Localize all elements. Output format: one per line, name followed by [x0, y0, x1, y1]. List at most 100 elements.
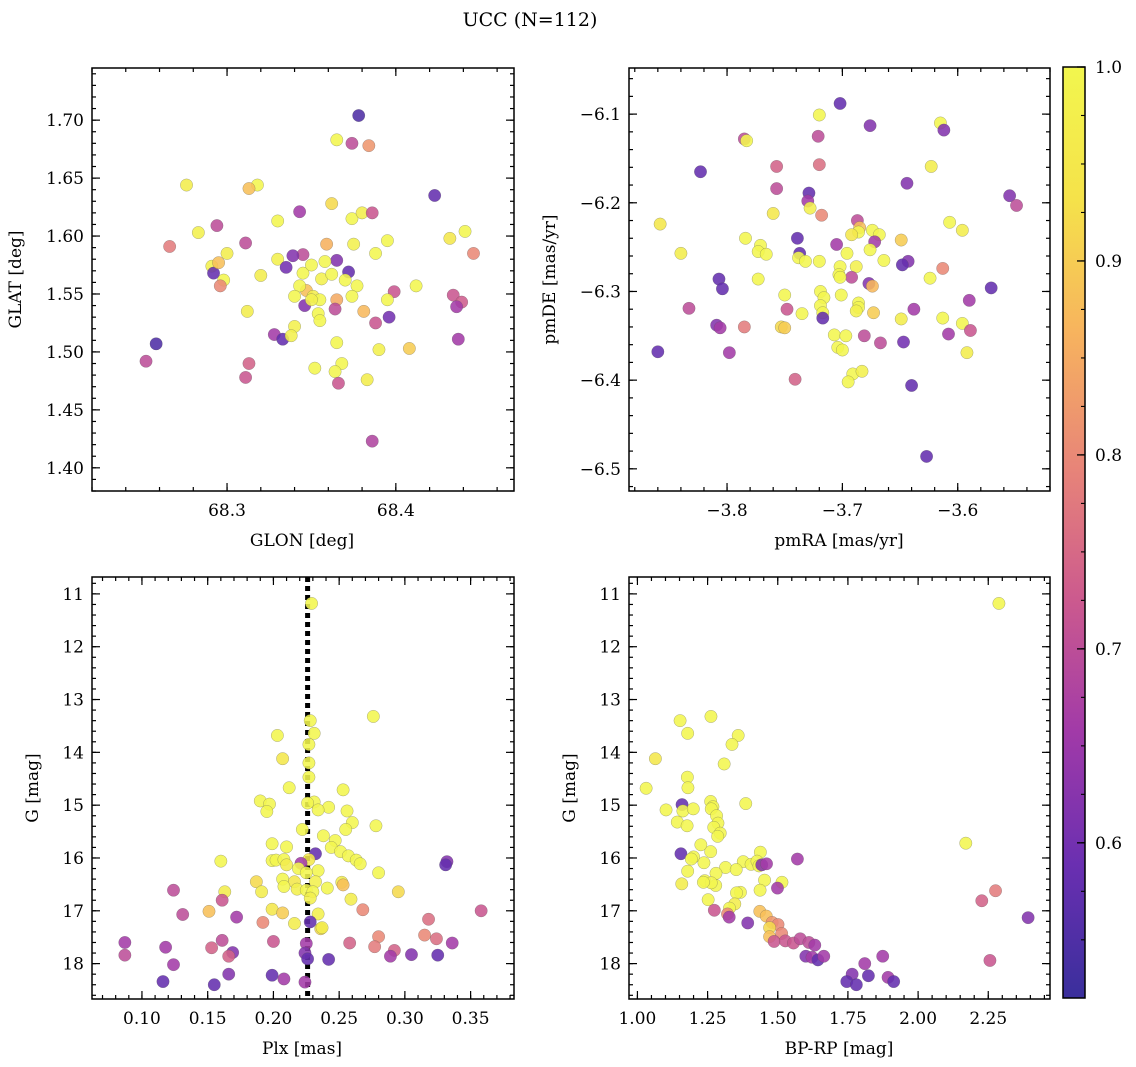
scatter-point: [849, 260, 863, 274]
x-tick-label: 1.50: [759, 1009, 797, 1029]
y-tick-label: 1.50: [46, 343, 84, 363]
y-tick-label: 1.60: [46, 227, 84, 247]
scatter-point: [239, 236, 253, 250]
scatter-point: [316, 829, 330, 843]
x-tick-label: 0.30: [386, 1009, 424, 1029]
y-tick-label: 18: [599, 955, 621, 975]
scatter-point: [639, 781, 653, 795]
scatter-point: [675, 877, 689, 891]
scatter-point: [682, 301, 696, 315]
scatter-point: [418, 928, 432, 942]
scatter-point: [345, 212, 359, 226]
scatter-point: [905, 379, 918, 392]
scatter-point: [372, 866, 385, 880]
proper-motion-scatter-plot: −3.8 −3.7 −3.6 −6.5 −6.4 −6.3 −6.2 −6.1 pmRA [ma…: [540, 67, 1051, 551]
y-tick-label: 17: [62, 902, 84, 922]
scatter-point: [474, 904, 488, 918]
scatter-point: [213, 279, 227, 293]
y-tick-label: −6.2: [580, 194, 621, 214]
scatter-point: [771, 881, 784, 895]
scatter-point: [366, 710, 380, 723]
scatter-point: [686, 802, 700, 816]
scatter-point: [830, 238, 844, 251]
scatter-point: [816, 311, 830, 325]
y-tick-label: 1.65: [46, 169, 84, 189]
scatter-point: [877, 254, 891, 267]
scatter-point: [751, 272, 765, 286]
scatter-point: [791, 231, 804, 245]
scatter-point: [322, 800, 336, 814]
scatter-point: [942, 327, 955, 341]
scatter-point: [681, 781, 695, 795]
scatter-point: [849, 304, 863, 318]
scatter-point: [894, 233, 908, 247]
scatter-point: [428, 189, 442, 202]
y-tick-label: 14: [62, 743, 84, 763]
scatter-point: [240, 304, 254, 318]
position-scatter-plot: 68.3 68.4 1.40 1.45 1.50 1.55 1.60 1.65 1.70 GLON…: [6, 67, 515, 551]
scatter-point: [311, 864, 325, 878]
scatter-point: [741, 916, 755, 930]
y-tick-label: 1.45: [46, 401, 84, 421]
y-tick-label: 17: [599, 902, 621, 922]
scatter-point: [975, 894, 989, 908]
y-tick-label: 1.40: [46, 459, 84, 479]
scatter-point: [339, 823, 353, 836]
scatter-point: [365, 206, 379, 220]
x-axis-label: Plx [mas]: [262, 1039, 342, 1059]
scatter-point: [311, 907, 325, 921]
scatter-point: [365, 434, 379, 448]
scatter-point: [894, 312, 908, 326]
scatter-point: [900, 176, 914, 190]
x-axis-label: GLON [deg]: [250, 531, 354, 551]
scatter-point: [328, 365, 342, 379]
x-tick-label: 68.4: [377, 501, 415, 521]
data-points: [639, 597, 1035, 992]
x-tick-label: −3.8: [706, 501, 747, 521]
scatter-point: [350, 279, 364, 293]
y-tick-label: 14: [599, 743, 621, 763]
y-axis-label: G [mag]: [560, 753, 580, 822]
scatter-point: [704, 845, 718, 859]
scatter-point: [372, 343, 386, 357]
x-tick-label: 0.35: [452, 1009, 490, 1029]
scatter-point: [279, 260, 293, 274]
scatter-point: [659, 803, 673, 817]
colorbar-tick-label: 1.0: [1095, 58, 1122, 78]
scatter-point: [360, 373, 374, 387]
axes-frame: [628, 576, 1051, 1000]
scatter-point: [118, 936, 132, 949]
scatter-point: [163, 240, 177, 253]
scatter-point: [280, 858, 293, 872]
scatter-point: [959, 836, 973, 850]
x-axis-label: pmRA [mas/yr]: [774, 531, 903, 551]
scatter-point: [737, 320, 751, 334]
scatter-point: [330, 133, 344, 147]
parallax-magnitude-scatter-plot: 0.10 0.15 0.20 0.25 0.30 0.35 11 12 13 14 15 16 17 18…: [23, 576, 515, 1059]
scatter-point: [827, 328, 841, 342]
scatter-point: [983, 954, 997, 967]
scatter-point: [676, 804, 690, 818]
scatter-point: [445, 936, 459, 950]
scatter-point: [405, 948, 418, 962]
scatter-point: [1010, 199, 1023, 212]
scatter-point: [812, 108, 826, 122]
scatter-point: [330, 253, 344, 267]
scatter-point: [696, 875, 710, 889]
data-points: [118, 577, 488, 999]
scatter-point: [267, 935, 280, 948]
scatter-point: [863, 243, 877, 257]
scatter-point: [674, 246, 688, 260]
scatter-point: [345, 289, 359, 303]
scatter-point: [256, 916, 270, 929]
colorbar-tick-label: 0.9: [1095, 252, 1122, 272]
scatter-point: [989, 884, 1002, 898]
scatter-point: [338, 273, 352, 287]
scatter-point: [344, 892, 358, 906]
scatter-point: [431, 948, 445, 962]
scatter-point: [430, 932, 443, 946]
y-axis-label: G [mag]: [23, 753, 43, 822]
scatter-point: [284, 329, 298, 343]
y-tick-label: 12: [62, 638, 84, 658]
scatter-point: [439, 858, 453, 872]
